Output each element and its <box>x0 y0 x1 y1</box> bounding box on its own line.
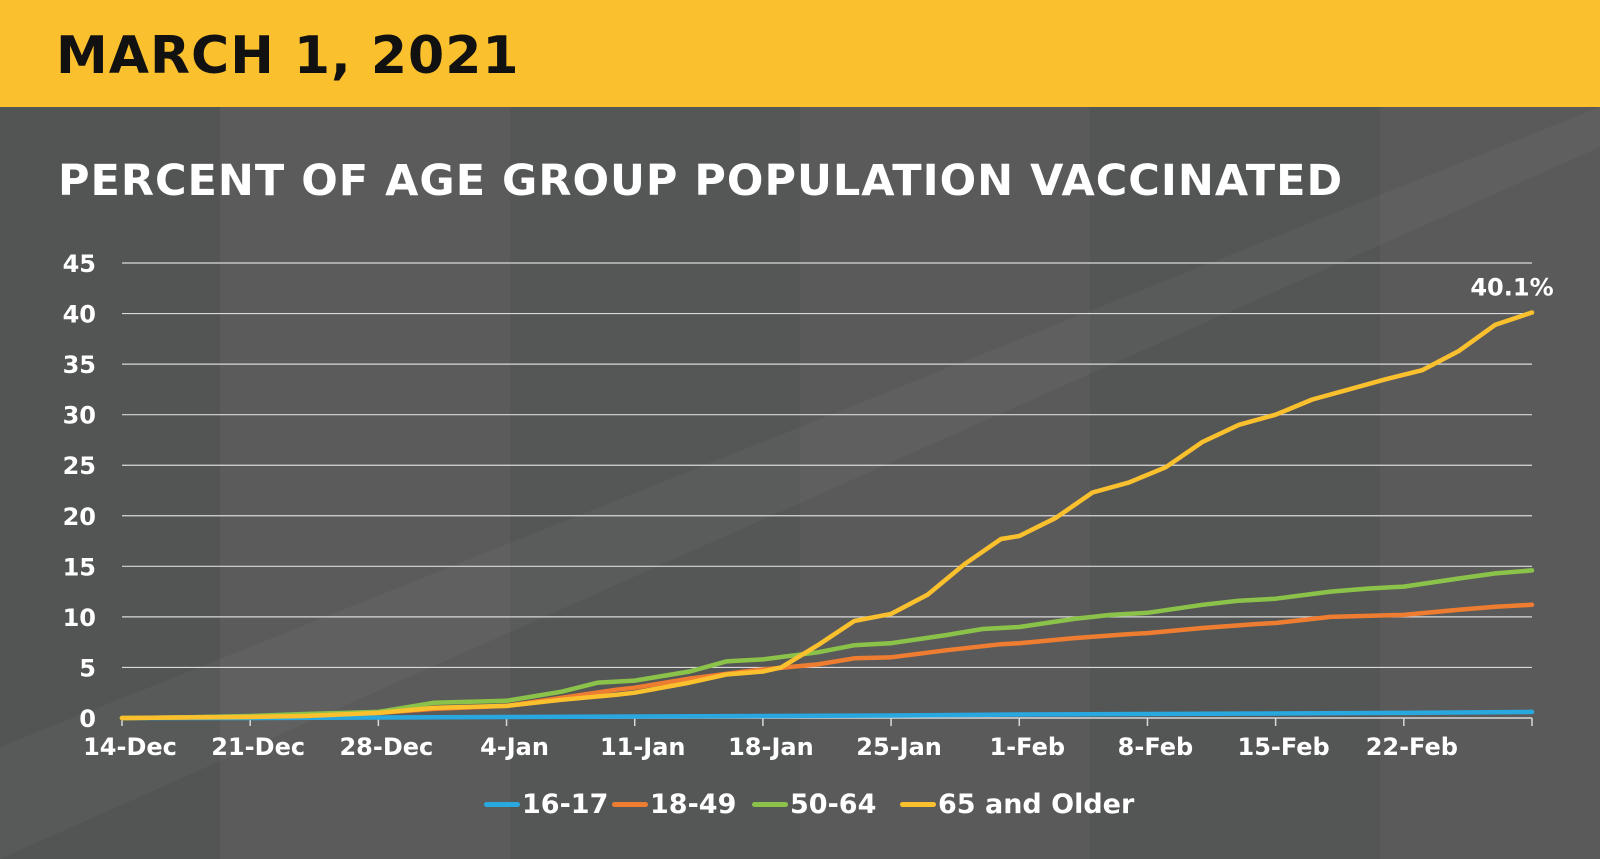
x-tick-label: 18-Jan <box>728 733 814 761</box>
legend-label: 16-17 <box>522 788 609 820</box>
data-label-annotation: 40.1% <box>1470 274 1553 302</box>
series-line-1 <box>119 602 1535 721</box>
y-tick-label: 25 <box>63 452 96 480</box>
y-tick-label: 5 <box>79 654 96 682</box>
y-tick-label: 20 <box>63 503 96 531</box>
legend-swatch <box>484 801 520 807</box>
series-line-3 <box>119 310 1535 721</box>
x-tick-label: 8-Feb <box>1118 733 1194 761</box>
x-tick-label: 28-Dec <box>339 733 433 761</box>
y-tick-label: 10 <box>63 604 96 632</box>
legend-label: 65 and Older <box>938 788 1135 820</box>
x-tick-label: 21-Dec <box>211 733 305 761</box>
series-line-2 <box>119 568 1535 721</box>
legend-item: 18-49 <box>612 784 736 824</box>
y-tick-label: 35 <box>63 351 96 379</box>
y-tick-label: 30 <box>63 402 96 430</box>
x-tick-label: 22-Feb <box>1366 733 1458 761</box>
legend-swatch <box>752 801 788 807</box>
chart-legend: 16-17 18-49 50-64 65 and Older <box>0 784 1600 824</box>
header-bar: MARCH 1, 2021 <box>0 0 1600 107</box>
legend-swatch <box>900 801 936 807</box>
y-tick-label: 15 <box>63 553 96 581</box>
y-tick-label: 0 <box>79 705 96 733</box>
legend-item: 50-64 <box>752 784 876 824</box>
x-tick-label: 14-Dec <box>83 733 177 761</box>
header-date: MARCH 1, 2021 <box>56 26 520 86</box>
legend-swatch <box>612 801 648 807</box>
x-tick-label: 25-Jan <box>856 733 942 761</box>
legend-item: 16-17 <box>484 784 608 824</box>
series-line-0 <box>119 709 1535 721</box>
chart-title: PERCENT OF AGE GROUP POPULATION VACCINAT… <box>58 156 1344 206</box>
x-tick-label: 4-Jan <box>480 733 549 761</box>
y-tick-label: 40 <box>63 301 96 329</box>
x-tick-label: 15-Feb <box>1238 733 1330 761</box>
legend-label: 18-49 <box>650 788 737 820</box>
background-panels <box>0 107 1600 859</box>
x-tick-label: 11-Jan <box>600 733 686 761</box>
x-tick-label: 1-Feb <box>989 733 1065 761</box>
legend-label: 50-64 <box>790 788 877 820</box>
y-tick-label: 45 <box>63 250 96 278</box>
legend-item: 65 and Older <box>900 784 1134 824</box>
